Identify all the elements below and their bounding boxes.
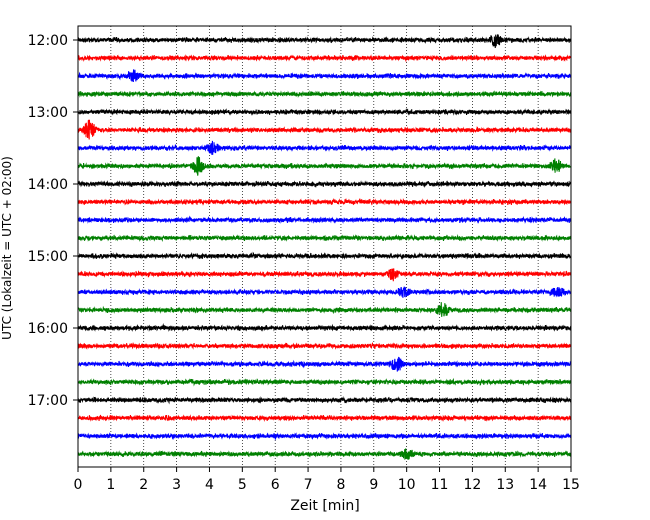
trace-1330 bbox=[77, 140, 572, 155]
x-tick-label: 8 bbox=[336, 477, 345, 493]
x-tick-label: 14 bbox=[529, 477, 547, 493]
trace-1400 bbox=[77, 180, 572, 188]
trace-1230 bbox=[77, 69, 572, 83]
x-tick-label: 13 bbox=[496, 477, 514, 493]
y-tick-label: 15:00 bbox=[28, 249, 68, 265]
trace-1445 bbox=[77, 234, 572, 242]
trace-1730 bbox=[77, 432, 572, 441]
x-axis-ticks: 0 1 2 3 4 5 6 7 8 9 10 11 12 13 14 15 bbox=[74, 467, 580, 493]
trace-1645 bbox=[77, 377, 572, 387]
trace-1715 bbox=[77, 414, 572, 422]
y-tick-label: 17:00 bbox=[28, 393, 68, 409]
x-tick-label: 1 bbox=[106, 477, 115, 493]
y-tick-label: 13:00 bbox=[28, 105, 68, 121]
trace-1530 bbox=[77, 286, 572, 298]
x-tick-label: 5 bbox=[238, 477, 247, 493]
y-axis-label: UTC (Lokalzeit = UTC + 02:00) bbox=[0, 156, 14, 340]
trace-1500 bbox=[77, 251, 572, 260]
x-axis-label: Zeit [min] bbox=[290, 498, 359, 514]
x-tick-label: 15 bbox=[562, 477, 580, 493]
x-tick-label: 6 bbox=[271, 477, 280, 493]
trace-1300 bbox=[77, 108, 572, 116]
trace-1415 bbox=[77, 197, 572, 206]
x-tick-label: 4 bbox=[205, 477, 214, 493]
trace-1215 bbox=[77, 54, 572, 63]
trace-1430 bbox=[77, 215, 572, 224]
trace-1515 bbox=[77, 268, 572, 282]
x-tick-label: 9 bbox=[369, 477, 378, 493]
seismogram-traces bbox=[77, 34, 572, 461]
trace-1200 bbox=[77, 34, 572, 48]
y-tick-label: 14:00 bbox=[28, 177, 68, 193]
trace-1745 bbox=[77, 448, 572, 461]
y-tick-label: 16:00 bbox=[28, 321, 68, 337]
x-tick-label: 11 bbox=[431, 477, 449, 493]
trace-1615 bbox=[77, 342, 572, 350]
plot-frame bbox=[77, 25, 572, 468]
trace-1315 bbox=[77, 119, 572, 140]
trace-1245 bbox=[77, 90, 572, 98]
x-tick-label: 7 bbox=[304, 477, 313, 493]
x-tick-label: 3 bbox=[172, 477, 181, 493]
trace-1345 bbox=[77, 156, 572, 176]
y-tick-label: 12:00 bbox=[28, 33, 68, 49]
x-tick-label: 2 bbox=[139, 477, 148, 493]
x-tick-label: 10 bbox=[398, 477, 416, 493]
trace-1600 bbox=[77, 322, 572, 332]
x-tick-label: 0 bbox=[74, 477, 83, 493]
y-axis-ticks: 12:00 13:00 14:00 15:00 16:00 17:00 bbox=[28, 33, 78, 409]
trace-1630 bbox=[77, 356, 572, 372]
x-tick-label: 12 bbox=[463, 477, 481, 493]
trace-1700 bbox=[77, 396, 572, 405]
trace-1545 bbox=[77, 302, 572, 317]
